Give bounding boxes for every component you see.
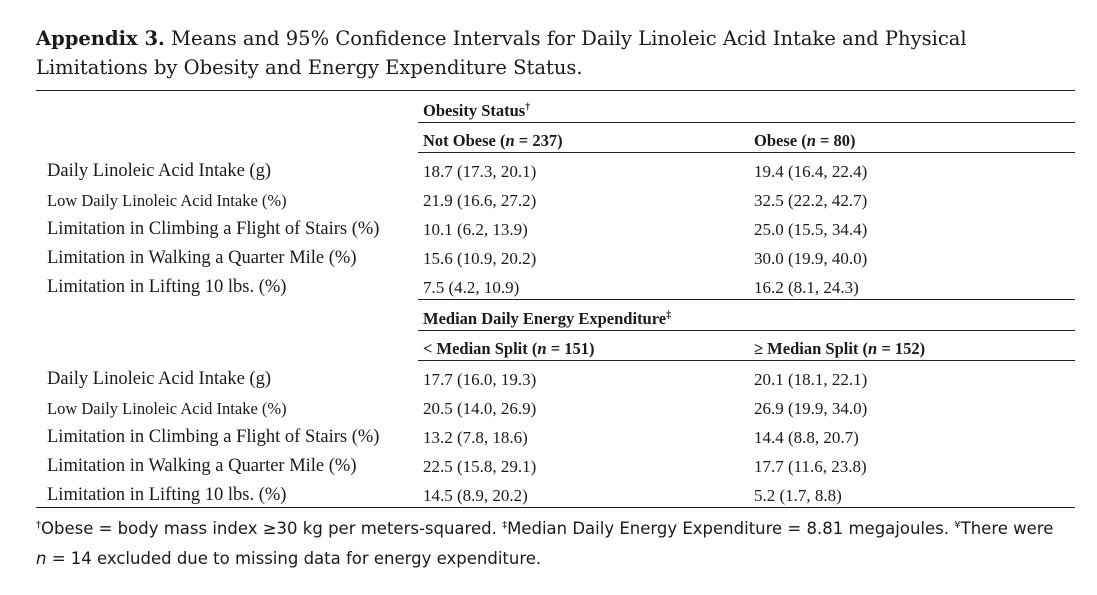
cell-value: 16.2 (8.1, 24.3)	[754, 278, 859, 297]
row-label: Low Daily Linoleic Acid Intake (%)	[47, 191, 287, 210]
cell-value: 17.7 (11.6, 23.8)	[754, 457, 867, 476]
row-label: Limitation in Walking a Quarter Mile (%)	[47, 456, 357, 476]
cell-value: 5.2 (1.7, 8.8)	[754, 486, 842, 505]
cell-value: 14.5 (8.9, 20.2)	[423, 486, 528, 505]
cell-value: 15.6 (10.9, 20.2)	[423, 249, 537, 268]
cell-value: 21.9 (16.6, 27.2)	[423, 191, 537, 210]
colhead1-rule	[418, 152, 1075, 153]
footnote-n: n	[36, 549, 47, 568]
row-label: Limitation in Lifting 10 lbs. (%)	[47, 277, 287, 297]
footnote-mark: †	[36, 520, 41, 531]
row-label: Limitation in Lifting 10 lbs. (%)	[47, 485, 287, 505]
cell-value: 10.1 (6.2, 13.9)	[423, 220, 528, 239]
group-header-obesity: Obesity Status†	[423, 101, 531, 120]
table-caption: Appendix 3. Means and 95% Confidence Int…	[36, 24, 1066, 82]
row-label: Low Daily Linoleic Acid Intake (%)	[47, 399, 287, 418]
footnote-mark: ¥	[954, 520, 961, 531]
footnote-text: = 14 excluded due to missing data for en…	[46, 549, 542, 568]
cell-value: 20.1 (18.1, 22.1)	[754, 370, 868, 389]
row-label: Daily Linoleic Acid Intake (g)	[47, 161, 271, 181]
row-label: Limitation in Climbing a Flight of Stair…	[47, 219, 380, 239]
cell-value: 13.2 (7.8, 18.6)	[423, 428, 528, 447]
colhead2-rule	[418, 360, 1075, 361]
cell-value: 30.0 (19.9, 40.0)	[754, 249, 868, 268]
footnote-mark: ‡	[502, 520, 508, 531]
cell-value: 20.5 (14.0, 26.9)	[423, 399, 537, 418]
cell-value: 19.4 (16.4, 22.4)	[754, 162, 868, 181]
cell-value: 25.0 (15.5, 34.4)	[754, 220, 868, 239]
col-header-not-obese: Not Obese (n = 237)	[423, 131, 563, 150]
bottom-rule	[36, 507, 1075, 508]
caption-text: Means and 95% Confidence Intervals for D…	[36, 27, 967, 79]
cell-value: 7.5 (4.2, 10.9)	[423, 278, 520, 297]
section1-bottom-rule	[418, 299, 1075, 300]
footnote-text: There were	[960, 519, 1054, 538]
top-rule	[36, 90, 1075, 91]
footnote-text: Median Daily Energy Expenditure = 8.81 m…	[507, 519, 955, 538]
cell-value: 26.9 (19.9, 34.0)	[754, 399, 868, 418]
group-header-energy-expenditure: Median Daily Energy Expenditure‡	[423, 309, 672, 328]
row-label: Daily Linoleic Acid Intake (g)	[47, 369, 271, 389]
row-label: Limitation in Walking a Quarter Mile (%)	[47, 248, 357, 268]
group1-rule	[418, 122, 1075, 123]
cell-value: 18.7 (17.3, 20.1)	[423, 162, 537, 181]
col-header-below-median: < Median Split (n = 151)	[423, 339, 595, 358]
row-label: Limitation in Climbing a Flight of Stair…	[47, 427, 380, 447]
group2-rule	[418, 330, 1075, 331]
cell-value: 22.5 (15.8, 29.1)	[423, 457, 537, 476]
footnote-text: Obese = body mass index ≥30 kg per meter…	[41, 519, 503, 538]
col-header-above-median: ≥ Median Split (n = 152)	[754, 339, 926, 358]
cell-value: 17.7 (16.0, 19.3)	[423, 370, 537, 389]
caption-label: Appendix 3.	[36, 27, 165, 50]
col-header-obese: Obese (n = 80)	[754, 131, 856, 150]
cell-value: 32.5 (22.2, 42.7)	[754, 191, 868, 210]
cell-value: 14.4 (8.8, 20.7)	[754, 428, 859, 447]
table-footnote: †Obese = body mass index ≥30 kg per mete…	[36, 511, 1076, 574]
